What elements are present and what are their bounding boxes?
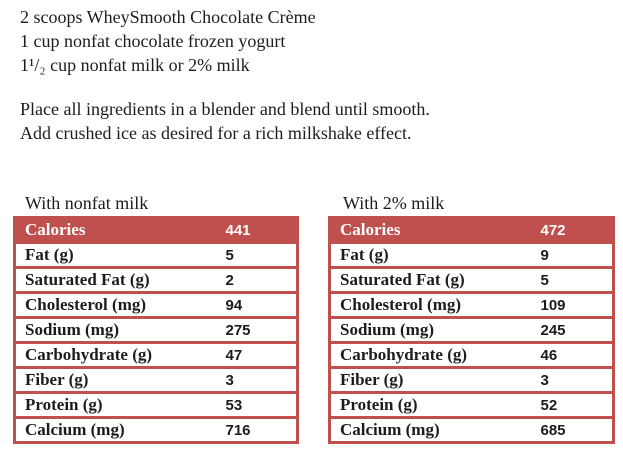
row-value: 716 <box>224 416 298 444</box>
ingredient-line: 1 cup nonfat chocolate frozen yogurt <box>20 31 286 51</box>
row-label: Protein (g) <box>329 391 540 419</box>
table-caption: With nonfat milk <box>25 193 149 213</box>
nutrition-table-nonfat-milk: With nonfat milk Calories 441 Fat (g) 5 … <box>13 191 299 444</box>
row-label: Calcium (mg) <box>14 416 225 444</box>
instruction-line: Add crushed ice as desired for a rich mi… <box>20 123 412 143</box>
table-caption: With 2% milk <box>343 193 445 213</box>
table-row: Protein (g) 52 <box>329 391 614 419</box>
row-value: 47 <box>224 341 298 369</box>
table-row: Cholesterol (mg) 109 <box>329 291 614 319</box>
row-value: 275 <box>224 316 298 344</box>
row-label: Saturated Fat (g) <box>329 266 540 294</box>
row-value: 94 <box>224 291 298 319</box>
nutrition-table: Calories 472 Fat (g) 9 Saturated Fat (g)… <box>328 216 615 444</box>
table-row: Fiber (g) 3 <box>329 366 614 394</box>
ingredient-line: 2 scoops WheySmooth Chocolate Crème <box>20 7 316 27</box>
table-row: Sodium (mg) 245 <box>329 316 614 344</box>
row-value: 3 <box>224 366 298 394</box>
row-value: 472 <box>539 216 614 244</box>
row-label: Fat (g) <box>329 241 540 269</box>
table-row: Calories 472 <box>329 216 614 244</box>
ingredient-line: 1¹/₂ cup nonfat milk or 2% milk <box>20 55 250 75</box>
row-label: Fat (g) <box>14 241 225 269</box>
row-value: 9 <box>539 241 614 269</box>
row-label: Calcium (mg) <box>329 416 540 444</box>
nutrition-table-2pct-milk: With 2% milk Calories 472 Fat (g) 9 Satu… <box>328 191 615 444</box>
table-row: Fat (g) 5 <box>14 241 298 269</box>
row-label: Carbohydrate (g) <box>329 341 540 369</box>
row-label: Cholesterol (mg) <box>14 291 225 319</box>
table-row: Calcium (mg) 716 <box>14 416 298 444</box>
table-row: Calories 441 <box>14 216 298 244</box>
table-row: Fat (g) 9 <box>329 241 614 269</box>
instructions: Place all ingredients in a blender and b… <box>20 97 430 145</box>
row-label: Saturated Fat (g) <box>14 266 225 294</box>
row-value: 245 <box>539 316 614 344</box>
table-row: Calcium (mg) 685 <box>329 416 614 444</box>
row-value: 2 <box>224 266 298 294</box>
row-label: Sodium (mg) <box>14 316 225 344</box>
row-label: Protein (g) <box>14 391 225 419</box>
row-value: 441 <box>224 216 298 244</box>
nutrition-table: Calories 441 Fat (g) 5 Saturated Fat (g)… <box>13 216 299 444</box>
table-row: Saturated Fat (g) 5 <box>329 266 614 294</box>
row-value: 109 <box>539 291 614 319</box>
instruction-line: Place all ingredients in a blender and b… <box>20 99 430 119</box>
table-row: Cholesterol (mg) 94 <box>14 291 298 319</box>
ingredient-list: 2 scoops WheySmooth Chocolate Crème 1 cu… <box>20 5 316 77</box>
row-value: 5 <box>224 241 298 269</box>
table-row: Sodium (mg) 275 <box>14 316 298 344</box>
row-value: 53 <box>224 391 298 419</box>
row-label: Fiber (g) <box>14 366 225 394</box>
row-label: Cholesterol (mg) <box>329 291 540 319</box>
table-row: Carbohydrate (g) 46 <box>329 341 614 369</box>
table-row: Fiber (g) 3 <box>14 366 298 394</box>
row-value: 3 <box>539 366 614 394</box>
table-row: Saturated Fat (g) 2 <box>14 266 298 294</box>
row-value: 46 <box>539 341 614 369</box>
row-value: 5 <box>539 266 614 294</box>
row-label: Calories <box>14 216 225 244</box>
row-value: 685 <box>539 416 614 444</box>
table-row: Carbohydrate (g) 47 <box>14 341 298 369</box>
row-label: Sodium (mg) <box>329 316 540 344</box>
row-label: Carbohydrate (g) <box>14 341 225 369</box>
row-label: Calories <box>329 216 540 244</box>
row-value: 52 <box>539 391 614 419</box>
table-row: Protein (g) 53 <box>14 391 298 419</box>
row-label: Fiber (g) <box>329 366 540 394</box>
